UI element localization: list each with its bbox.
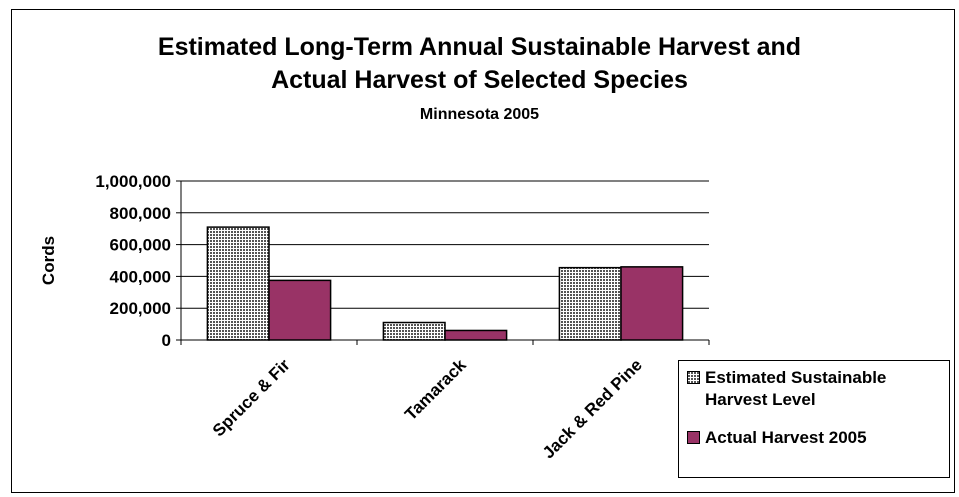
- legend-label-actual: Actual Harvest 2005: [705, 428, 867, 447]
- y-axis-label: Cords: [39, 236, 58, 285]
- chart-title-line-2: Actual Harvest of Selected Species: [271, 66, 688, 94]
- bar-estimated: [382, 321, 446, 341]
- y-tick-label: 600,000: [110, 236, 171, 255]
- y-tick-label: 800,000: [110, 204, 171, 223]
- y-tick-label: 0: [162, 331, 171, 350]
- chart-legend: Estimated Sustainable Harvest Level Actu…: [678, 360, 950, 478]
- y-tick-label: 1,000,000: [95, 172, 171, 191]
- legend-label-estimated: Estimated Sustainable Harvest Level: [705, 368, 887, 409]
- bar-actual: [620, 266, 684, 341]
- bar-actual: [268, 279, 332, 341]
- chart-title-line-1: Estimated Long-Term Annual Sustainable H…: [157, 33, 802, 61]
- y-tick-label: 200,000: [110, 299, 171, 318]
- x-tick-label: Spruce & Fir: [209, 355, 294, 440]
- legend-swatch-estimated: [687, 371, 700, 384]
- bar-estimated: [558, 266, 622, 341]
- bar-estimated: [206, 226, 270, 341]
- x-tick-label: Tamarack: [401, 355, 470, 424]
- y-tick-label: 400,000: [110, 267, 171, 286]
- chart-subtitle: Minnesota 2005: [419, 106, 540, 123]
- x-tick-label: Jack & Red Pine: [539, 355, 646, 462]
- bar-actual: [444, 329, 508, 341]
- legend-swatch-actual: [687, 431, 700, 444]
